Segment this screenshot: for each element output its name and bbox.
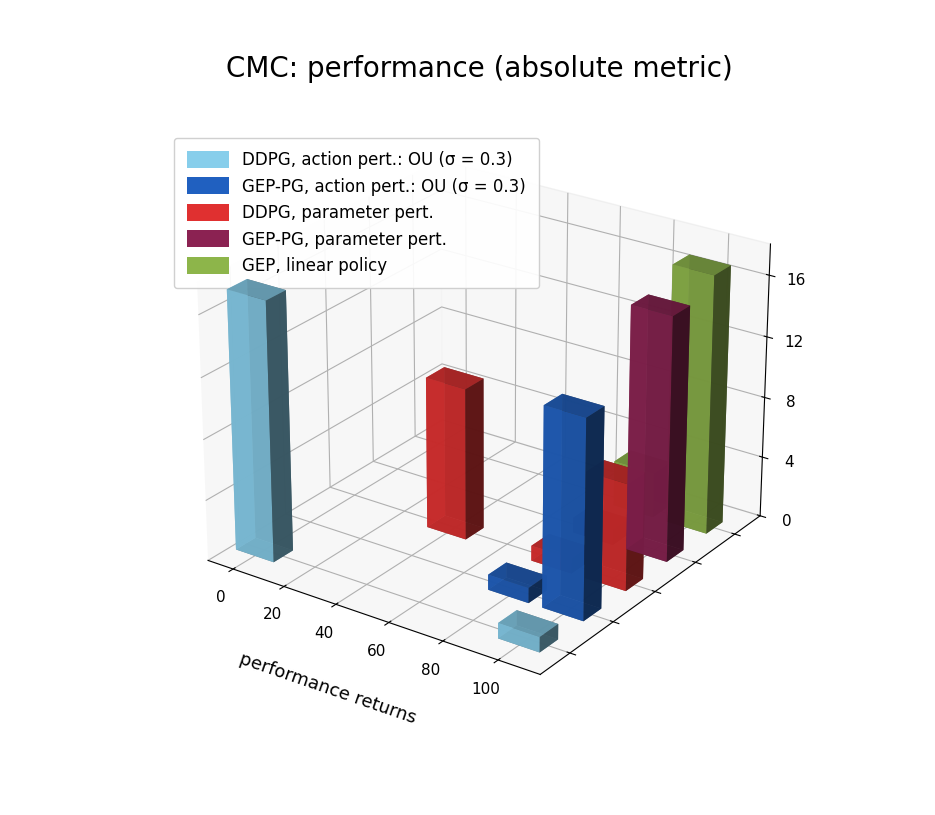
X-axis label: performance returns: performance returns <box>237 650 419 727</box>
Title: CMC: performance (absolute metric): CMC: performance (absolute metric) <box>226 55 732 83</box>
Legend: DDPG, action pert.: OU (σ = 0.3), GEP-PG, action pert.: OU (σ = 0.3), DDPG, para: DDPG, action pert.: OU (σ = 0.3), GEP-PG… <box>174 138 539 289</box>
